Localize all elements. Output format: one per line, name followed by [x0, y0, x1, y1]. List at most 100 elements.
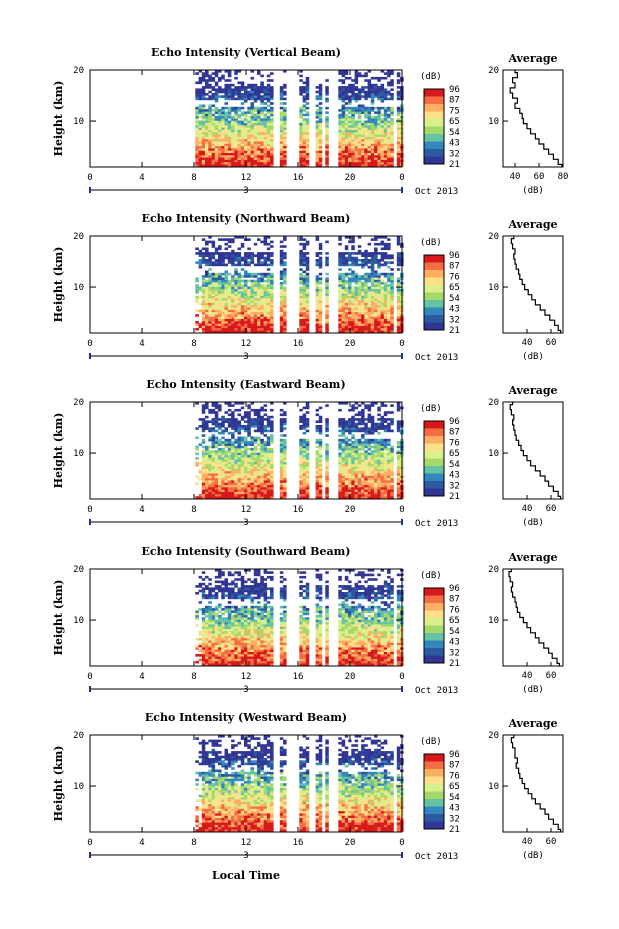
- heatmap-cell: [305, 327, 310, 331]
- heatmap-cell: [211, 120, 216, 124]
- heatmap-cell: [305, 277, 310, 280]
- heatmap-cell: [198, 115, 203, 119]
- heatmap-cell: [348, 240, 352, 244]
- heatmap-cell: [377, 115, 381, 119]
- heatmap-cell: [227, 145, 232, 149]
- heatmap-cell: [205, 461, 209, 465]
- heatmap-cell: [377, 327, 381, 331]
- heatmap-cell: [341, 480, 346, 483]
- heatmap-cell: [305, 148, 310, 151]
- heatmap-cell: [250, 148, 255, 151]
- heatmap-cell: [357, 236, 362, 239]
- heatmap-cell: [367, 161, 372, 165]
- heatmap-cell: [377, 272, 381, 276]
- heatmap-cell: [240, 97, 245, 101]
- heatmap-cell: [266, 314, 271, 317]
- heatmap-cell: [270, 321, 274, 324]
- heatmap-cell: [195, 111, 199, 114]
- colorbar-segment: [424, 104, 444, 112]
- heatmap-cell: [341, 95, 346, 98]
- heatmap-cell: [390, 288, 394, 292]
- heatmap-cell: [247, 487, 251, 490]
- heatmap-cell: [396, 281, 401, 285]
- heatmap-cell: [380, 152, 385, 156]
- heatmap-cell: [247, 263, 251, 267]
- heatmap-cell: [218, 122, 222, 126]
- heatmap-cell: [383, 127, 388, 130]
- heatmap-cell: [299, 311, 303, 315]
- heatmap-cell: [364, 86, 368, 89]
- heatmap-cell: [270, 127, 274, 130]
- heatmap-cell: [218, 491, 222, 495]
- heatmap-cell: [315, 150, 320, 153]
- heatmap-cell: [247, 316, 251, 319]
- heatmap-cell: [374, 106, 378, 110]
- heatmap-cell: [367, 83, 372, 87]
- heatmap-cell: [224, 484, 228, 488]
- heatmap-cell: [374, 487, 378, 490]
- heatmap-cell: [299, 475, 303, 479]
- heatmap-cell: [201, 109, 206, 112]
- heatmap-cell: [218, 408, 222, 412]
- heatmap-cell: [279, 141, 284, 144]
- heatmap-cell: [247, 138, 251, 142]
- profile-x-label: (dB): [522, 352, 544, 362]
- heatmap-cell: [344, 309, 349, 313]
- heatmap-cell: [270, 143, 274, 147]
- heatmap-cell: [263, 136, 268, 140]
- heatmap-cell: [299, 275, 303, 278]
- heatmap-cell: [315, 252, 320, 255]
- heatmap-cell: [208, 104, 212, 108]
- heatmap-cell: [205, 452, 209, 456]
- heatmap-cell: [201, 254, 206, 257]
- heatmap-cell: [260, 482, 264, 485]
- heatmap-cell: [390, 275, 394, 278]
- heatmap-cell: [221, 284, 225, 287]
- heatmap-cell: [244, 263, 248, 267]
- x-tick-label: 0: [399, 173, 404, 183]
- heatmap-cell: [305, 477, 310, 481]
- heatmap-cell: [250, 86, 255, 89]
- heatmap-cell: [325, 99, 329, 103]
- heatmap-cell: [279, 164, 284, 167]
- heatmap-cell: [341, 159, 346, 163]
- heatmap-cell: [361, 155, 365, 158]
- heatmap-cell: [370, 268, 375, 271]
- heatmap-cell: [383, 145, 388, 149]
- heatmap-cell: [240, 480, 245, 483]
- heatmap-cell: [257, 330, 261, 333]
- heatmap-cell: [247, 106, 251, 110]
- heatmap-cell: [315, 161, 320, 165]
- heatmap-cell: [387, 272, 391, 276]
- heatmap-cell: [214, 122, 219, 126]
- heatmap-cell: [283, 466, 287, 469]
- heatmap-cell: [325, 125, 329, 128]
- heatmap-cell: [263, 138, 268, 142]
- heatmap-cell: [253, 136, 258, 140]
- heatmap-cell: [257, 422, 261, 426]
- heatmap-cell: [208, 496, 212, 499]
- heatmap-cell: [348, 452, 352, 456]
- heatmap-cell: [253, 125, 258, 128]
- heatmap-cell: [364, 288, 368, 292]
- heatmap-cell: [214, 477, 219, 481]
- heatmap-cell: [341, 277, 346, 280]
- heatmap-cell: [250, 307, 255, 310]
- heatmap-cell: [338, 447, 342, 451]
- heatmap-cell: [270, 293, 274, 296]
- heatmap-cell: [351, 454, 355, 458]
- heatmap-cell: [224, 281, 228, 285]
- heatmap-cell: [377, 408, 381, 412]
- heatmap-cell: [387, 161, 391, 165]
- heatmap-cell: [390, 279, 394, 283]
- heatmap-cell: [198, 145, 203, 149]
- heatmap-cell: [211, 314, 216, 317]
- heatmap-cell: [354, 286, 359, 290]
- heatmap-cell: [270, 134, 274, 137]
- heatmap-cell: [396, 106, 401, 110]
- heatmap-cell: [302, 302, 307, 306]
- heatmap-cell: [348, 132, 352, 135]
- heatmap-cell: [367, 475, 372, 479]
- heatmap-cell: [218, 457, 222, 460]
- panel-1: Echo Intensity (Northward Beam)0 4 8 12 16 20…: [52, 212, 564, 363]
